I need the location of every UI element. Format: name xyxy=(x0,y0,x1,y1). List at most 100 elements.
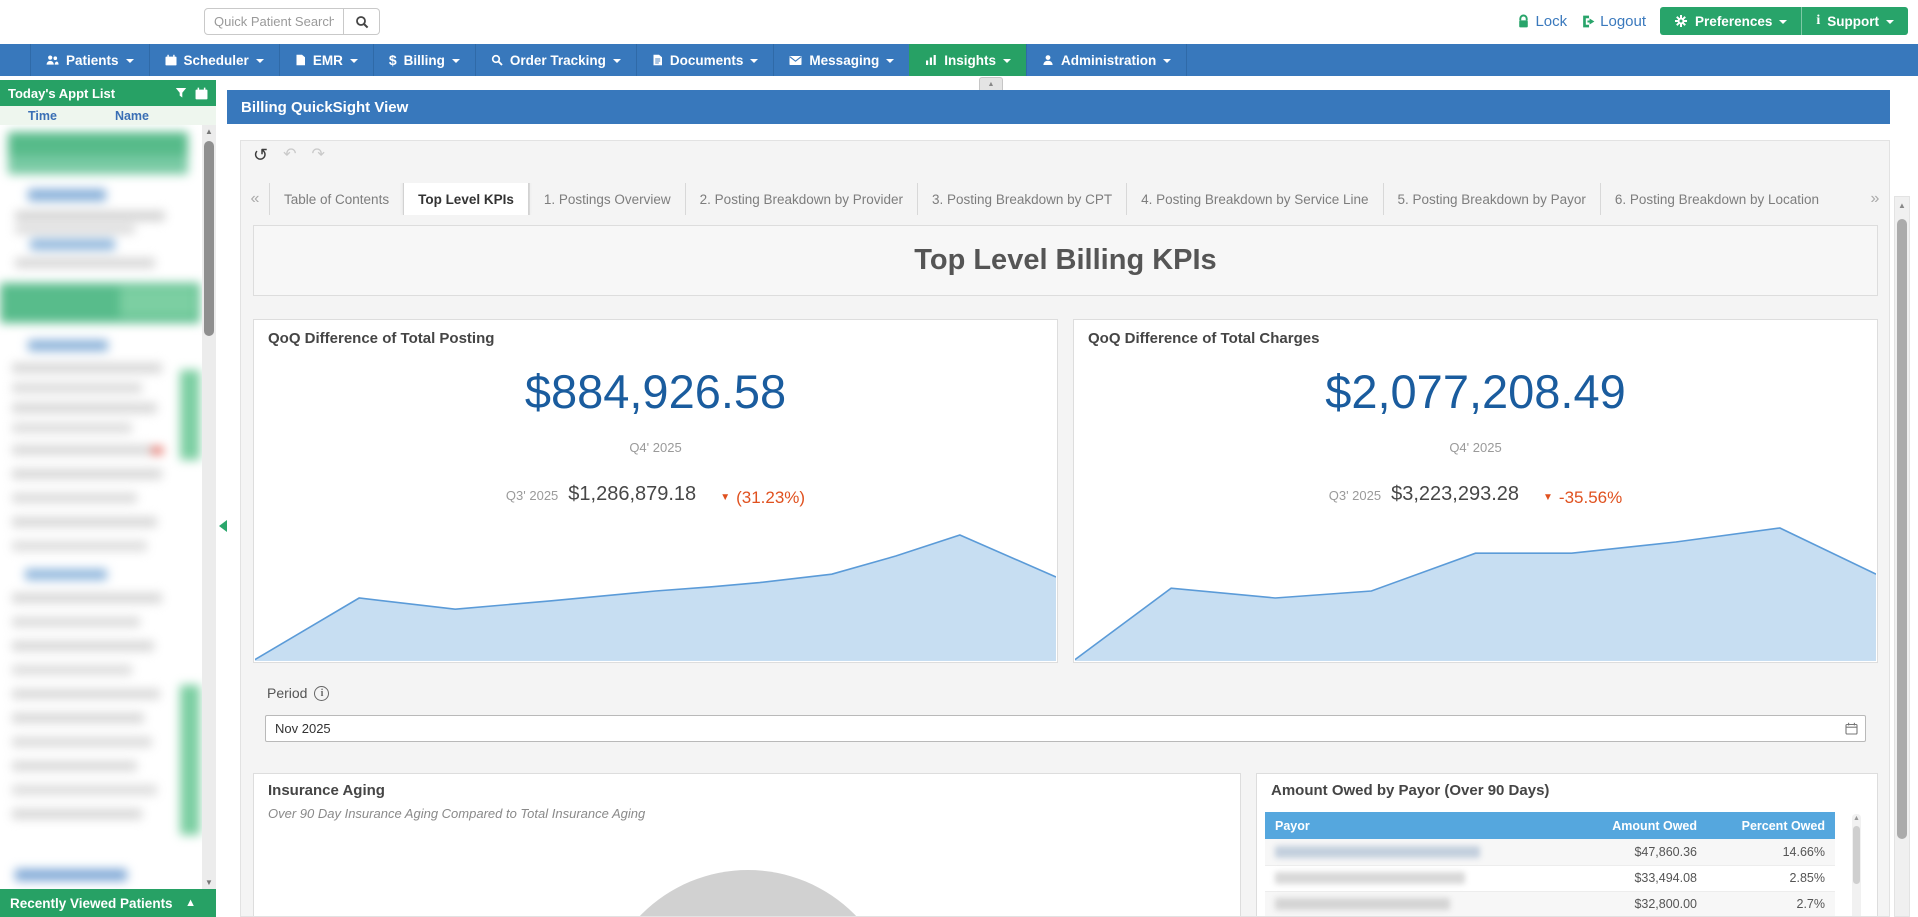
column-header-payor[interactable]: Payor xyxy=(1265,812,1575,839)
nav-label: Administration xyxy=(1060,52,1157,68)
blurred-row xyxy=(12,469,162,479)
recently-viewed-patients-bar[interactable]: Recently Viewed Patients ▲ xyxy=(0,889,216,917)
search-icon xyxy=(355,15,369,29)
amount-cell: $47,860.36 xyxy=(1575,839,1707,866)
view-header: Billing QuickSight View ▲ xyxy=(227,77,1890,124)
kpi-title: QoQ Difference of Total Posting xyxy=(268,330,495,347)
redo-icon[interactable]: ↷ xyxy=(311,146,325,163)
logout-link[interactable]: Logout xyxy=(1581,13,1646,30)
sheet-tabstrip: « Table of Contents Top Level KPIs 1. Po… xyxy=(241,183,1889,215)
chevron-right-icon[interactable]: » xyxy=(1870,190,1880,207)
search-input[interactable] xyxy=(204,8,344,35)
triangle-up-icon[interactable]: ▲ xyxy=(1853,815,1860,822)
search-button[interactable] xyxy=(344,8,380,35)
nav-item-emr[interactable]: EMR xyxy=(278,44,373,76)
caret-down-icon xyxy=(1779,20,1788,24)
nav-item-insights[interactable]: Insights xyxy=(909,44,1026,76)
nav-item-order-tracking[interactable]: Order Tracking xyxy=(474,44,636,76)
preferences-label: Preferences xyxy=(1695,13,1773,29)
caret-down-icon xyxy=(1002,59,1011,63)
sidebar-scrollbar[interactable]: ▲ ▼ xyxy=(202,125,216,889)
window-scrollbar[interactable]: ▲ xyxy=(1894,196,1910,917)
window-scrollbar-thumb[interactable] xyxy=(1897,219,1907,839)
nav-label: Order Tracking xyxy=(509,52,606,68)
quick-patient-search xyxy=(204,8,380,35)
nav-item-patients[interactable]: Patients xyxy=(30,44,149,76)
nav-item-documents[interactable]: Documents xyxy=(635,44,774,76)
triangle-up-icon[interactable]: ▲ xyxy=(1898,201,1906,210)
tab-breakdown-service-line[interactable]: 4. Posting Breakdown by Service Line xyxy=(1126,183,1382,215)
tab-postings-overview[interactable]: 1. Postings Overview xyxy=(528,183,685,215)
period-input[interactable] xyxy=(265,715,1866,742)
reset-icon[interactable]: ↺ xyxy=(253,145,269,165)
nav-item-messaging[interactable]: Messaging xyxy=(773,44,909,76)
blurred-row xyxy=(180,370,200,460)
kpi-period: Q4' 2025 xyxy=(1449,440,1502,455)
tab-table-of-contents[interactable]: Table of Contents xyxy=(269,183,403,215)
amount-owed-card: Amount Owed by Payor (Over 90 Days) Payo… xyxy=(1256,773,1878,916)
blurred-payor-name xyxy=(1275,845,1480,858)
users-icon xyxy=(46,54,59,66)
calendar-icon[interactable] xyxy=(1845,722,1858,735)
period-label: Period xyxy=(267,685,308,701)
filter-icon[interactable] xyxy=(175,87,187,99)
calendar-icon[interactable] xyxy=(195,87,208,100)
sparkline-area-chart xyxy=(1075,521,1876,661)
column-header-time: Time xyxy=(28,108,57,123)
tab-top-level-kpis[interactable]: Top Level KPIs xyxy=(403,183,529,215)
preferences-button[interactable]: Preferences xyxy=(1660,7,1802,35)
sparkline-area-chart xyxy=(255,521,1056,661)
percent-cell: 2.7% xyxy=(1707,891,1835,916)
lock-link[interactable]: Lock xyxy=(1516,13,1567,30)
nav-item-scheduler[interactable]: Scheduler xyxy=(148,44,279,76)
triangle-up-icon[interactable]: ▲ xyxy=(205,127,213,136)
caret-down-icon xyxy=(125,59,134,63)
insurance-aging-card: Insurance Aging Over 90 Day Insurance Ag… xyxy=(253,773,1241,916)
tab-breakdown-location[interactable]: 6. Posting Breakdown by Location xyxy=(1599,183,1833,215)
undo-icon[interactable]: ↶ xyxy=(283,146,297,163)
nav-item-billing[interactable]: $ Billing xyxy=(372,44,475,76)
column-header-percent-owed[interactable]: Percent Owed xyxy=(1707,812,1835,839)
blurred-row xyxy=(12,593,162,603)
nav-item-administration[interactable]: Administration xyxy=(1025,44,1188,76)
magnifier-icon xyxy=(491,54,503,66)
topbar: Lock Logout Preferences i Support xyxy=(0,0,1918,44)
blurred-row xyxy=(150,447,163,454)
appt-list-header: Today's Appt List xyxy=(0,80,216,106)
tab-breakdown-provider[interactable]: 2. Posting Breakdown by Provider xyxy=(684,183,917,215)
period-control xyxy=(265,715,1866,742)
insurance-aging-donut-chart xyxy=(598,870,898,916)
tab-breakdown-cpt[interactable]: 3. Posting Breakdown by CPT xyxy=(917,183,1126,215)
blurred-row xyxy=(12,761,137,771)
nav-label: Messaging xyxy=(809,52,880,68)
nav-label: Insights xyxy=(944,52,996,68)
blurred-row xyxy=(12,517,157,527)
header-collapse-handle[interactable]: ▲ xyxy=(979,77,1003,90)
triangle-down-icon[interactable]: ▼ xyxy=(205,878,213,887)
payor-name-cell xyxy=(1265,839,1575,866)
blurred-appointment-rows xyxy=(0,125,202,889)
kpi-prev-period: Q3' 2025 xyxy=(1328,488,1382,503)
payor-name-cell xyxy=(1265,865,1575,892)
table-scrollbar[interactable]: ▲ ▼ xyxy=(1852,814,1861,916)
page-title: Top Level Billing KPIs xyxy=(914,244,1217,276)
chevron-left-icon[interactable]: « xyxy=(250,190,260,207)
blurred-row xyxy=(15,225,135,234)
blurred-payor-name xyxy=(1275,898,1450,910)
percent-cell: 14.66% xyxy=(1707,839,1835,866)
table-scrollbar-thumb[interactable] xyxy=(1853,826,1860,884)
amount-owed-title: Amount Owed by Payor (Over 90 Days) xyxy=(1271,782,1550,799)
column-header-amount-owed[interactable]: Amount Owed xyxy=(1575,812,1707,839)
tab-breakdown-payor[interactable]: 5. Posting Breakdown by Payor xyxy=(1382,183,1600,215)
page-title-card: Top Level Billing KPIs xyxy=(253,225,1878,296)
kpi-prev-value: $3,223,293.28 xyxy=(1391,483,1520,505)
blurred-row xyxy=(12,665,132,675)
blurred-row xyxy=(12,445,152,455)
sidebar-scrollbar-thumb[interactable] xyxy=(204,141,214,336)
blurred-row xyxy=(15,211,165,221)
support-button[interactable]: i Support xyxy=(1801,7,1908,35)
sidebar-collapse-arrow[interactable] xyxy=(219,520,227,532)
caret-down-icon xyxy=(750,59,759,63)
info-icon[interactable]: i xyxy=(314,685,330,701)
amount-cell: $33,494.08 xyxy=(1575,865,1707,892)
